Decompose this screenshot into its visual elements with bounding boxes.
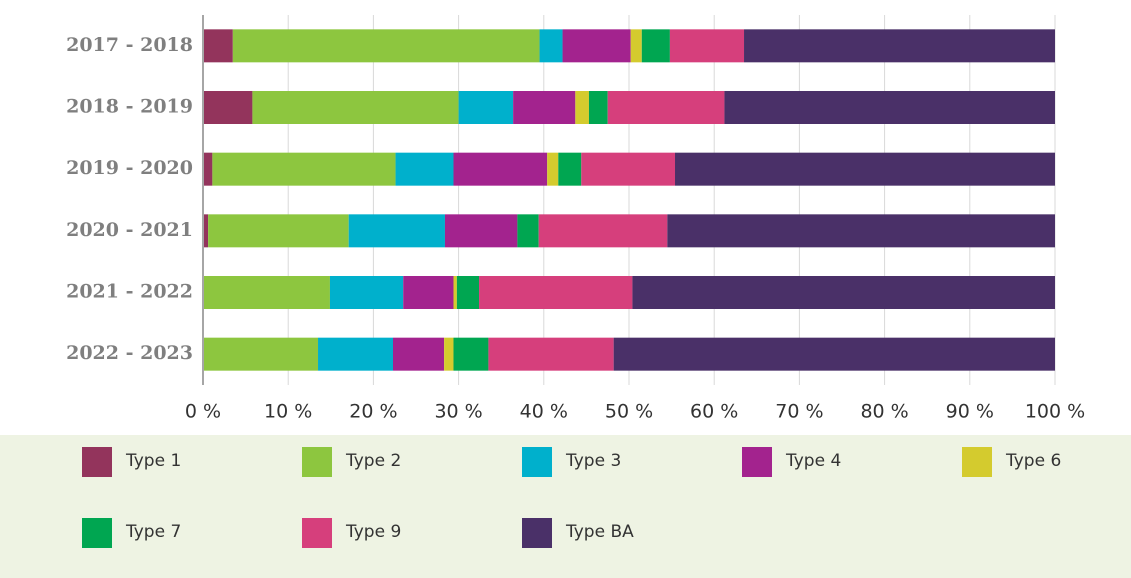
bar-segment: [395, 152, 454, 186]
bar-segment: [208, 214, 349, 248]
bar-segment: [203, 29, 233, 63]
bar-segment: [581, 152, 676, 186]
x-tick-label: 10 %: [264, 401, 312, 423]
bar-segment: [588, 91, 608, 124]
bar-segment: [203, 337, 319, 371]
legend-background: [0, 435, 1131, 578]
x-tick-label: 90 %: [946, 401, 994, 423]
x-tick-label: 50 %: [605, 401, 653, 423]
x-tick-label: 40 %: [520, 401, 568, 423]
bar-segment: [641, 29, 670, 63]
bar-segment: [547, 152, 559, 186]
x-tick-label: 0 %: [185, 401, 221, 423]
y-tick-label: 2022 - 2023: [66, 342, 193, 364]
legend-label: Type 2: [345, 451, 401, 471]
legend-label: Type 7: [125, 522, 181, 542]
bar-segment: [329, 276, 404, 309]
legend-label: Type 3: [565, 451, 621, 471]
legend-label: Type 4: [785, 451, 841, 471]
bar-segment: [513, 91, 576, 124]
bar-segment: [538, 214, 668, 248]
x-tick-label: 100 %: [1025, 401, 1085, 423]
bar-segment: [232, 29, 540, 63]
bar-segment: [479, 276, 633, 309]
legend-swatch: [82, 518, 112, 548]
x-tick-label: 80 %: [860, 401, 908, 423]
x-tick-label: 60 %: [690, 401, 738, 423]
x-tick-label: 20 %: [349, 401, 397, 423]
bar-segment: [724, 91, 1055, 124]
bar-segment: [212, 152, 396, 186]
bar-segment: [488, 337, 614, 371]
bar-segment: [453, 152, 548, 186]
bar-segment: [403, 276, 454, 309]
y-tick-label: 2017 - 2018: [66, 34, 193, 56]
legend-swatch: [302, 447, 332, 477]
x-tick-label: 70 %: [775, 401, 823, 423]
bar-segment: [539, 29, 563, 63]
bar-segment: [575, 91, 589, 124]
bar-segment: [562, 29, 631, 63]
y-tick-label: 2018 - 2019: [66, 96, 193, 118]
legend-swatch: [82, 447, 112, 477]
legend-swatch: [742, 447, 772, 477]
bar-segment: [744, 29, 1055, 63]
bar-segment: [203, 91, 253, 124]
legend-swatch: [962, 447, 992, 477]
y-tick-label: 2019 - 2020: [66, 157, 193, 179]
legend-label: Type 9: [345, 522, 401, 542]
bar-segment: [456, 276, 480, 309]
bar-segment: [458, 91, 514, 124]
bar-segment: [607, 91, 725, 124]
bar-segment: [252, 91, 459, 124]
bar-segment: [517, 214, 539, 248]
bar-segment: [675, 152, 1055, 186]
bar-segment: [203, 276, 330, 309]
bar-segment: [667, 214, 1055, 248]
bar-segment: [453, 337, 489, 371]
bar-segment: [203, 152, 213, 186]
bar-segment: [669, 29, 745, 63]
bar-segment: [444, 337, 454, 371]
bar-segment: [348, 214, 445, 248]
legend-swatch: [522, 518, 552, 548]
legend-label: Type BA: [565, 522, 634, 542]
legend-swatch: [522, 447, 552, 477]
bar-segment: [318, 337, 393, 371]
bar-segment: [613, 337, 1055, 371]
bar-segment: [558, 152, 582, 186]
y-tick-label: 2020 - 2021: [66, 219, 193, 241]
x-tick-label: 30 %: [434, 401, 482, 423]
bar-segment: [632, 276, 1055, 309]
legend-swatch: [302, 518, 332, 548]
y-tick-label: 2021 - 2022: [66, 281, 193, 303]
legend-label: Type 6: [1005, 451, 1061, 471]
bar-segment: [453, 276, 457, 309]
legend-label: Type 1: [125, 451, 181, 471]
bar-segment: [630, 29, 642, 63]
bar-segment: [203, 214, 209, 248]
bar-segment: [392, 337, 445, 371]
bar-segment: [444, 214, 518, 248]
